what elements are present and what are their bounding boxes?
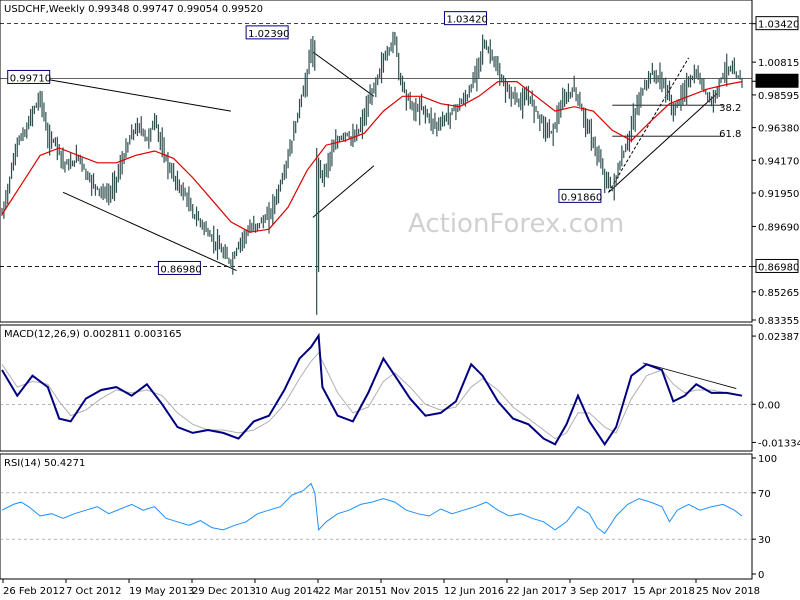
price-annotation-label: 0.91860	[561, 192, 602, 203]
x-tick-label: 3 Sep 2017	[570, 586, 627, 597]
macd-signal-line	[1, 351, 743, 440]
macd-tick-label: 0.023873	[758, 332, 800, 343]
projection-dashed-line	[608, 57, 690, 193]
price-annotation-label: 1.03420	[446, 15, 487, 26]
price-annotation-box	[443, 11, 487, 26]
x-tick-label: 7 Oct 2012	[66, 586, 121, 597]
x-tick-label: 25 Nov 2018	[696, 586, 760, 597]
price-annotation-box	[558, 188, 602, 203]
price-annotation-label: 0.86980	[160, 264, 201, 275]
annotations: 0.99710 1.02390 1.03420 0.86980 0.91860 38.2 6…	[7, 11, 741, 275]
price-annotation-label: 1.02390	[248, 29, 289, 40]
rsi-tick-label: 100	[758, 454, 777, 465]
series-layer	[1, 31, 743, 535]
price-annotation-label: 0.99710	[10, 73, 51, 84]
fib-label: 38.2	[719, 103, 741, 114]
x-tick-label: 29 Dec 2013	[192, 586, 256, 597]
price-tick-label: 0.86980	[758, 262, 799, 273]
price-annotation-box	[7, 69, 51, 84]
x-tick-label: 22 Mar 2015	[318, 586, 381, 597]
x-tick-label: 1 Nov 2015	[381, 586, 439, 597]
price-tick-box-bg	[755, 258, 799, 273]
macd-title: MACD(12,26,9) 0.002811 0.003165	[4, 329, 182, 340]
price-tick-label: 0.94170	[758, 156, 799, 167]
price-tick-box: 0.99520	[755, 73, 799, 88]
x-tick-label: 10 Aug 2014	[255, 586, 319, 597]
price-title: USDCHF,Weekly 0.99348 0.99747 0.99054 0.…	[4, 4, 263, 15]
price-annotation-box	[245, 25, 289, 40]
triangle-lower-line	[312, 165, 375, 218]
fib-label: 61.8	[719, 129, 741, 140]
price-tick-box: 1.03420	[755, 16, 799, 31]
rising-support-line	[608, 92, 718, 193]
price-tick-label: 0.91950	[758, 189, 799, 200]
price-tick-label: 1.03420	[758, 20, 799, 31]
x-tick-label: 26 Feb 2012	[3, 586, 65, 597]
price-tick-label: 0.99520	[758, 77, 799, 88]
price-tick-box-bg	[755, 16, 799, 31]
x-tick-label: 15 Apr 2018	[633, 586, 695, 597]
macd-line	[1, 332, 743, 447]
moving-average-line	[1, 81, 743, 233]
rsi-tick-label: 70	[758, 489, 771, 500]
axis-labels: 1.03420 1.00815 0.99520 0.98595 0.96380 0.941…	[2, 16, 800, 597]
price-annotation-box	[157, 260, 201, 275]
x-tick-label: 22 Jan 2017	[507, 586, 567, 597]
watermark: ActionForex.com	[408, 209, 624, 239]
price-tick-label: 0.98595	[758, 91, 799, 102]
macd-tick-label: -0.013346	[758, 438, 800, 449]
x-tick-label: 19 May 2013	[129, 586, 194, 597]
rsi-line	[1, 482, 743, 535]
price-tick-label: 0.89690	[758, 222, 799, 233]
rsi-tick-label: 30	[758, 535, 771, 546]
channel-lower-line	[62, 191, 237, 272]
price-tick-label: 0.85265	[758, 288, 799, 299]
macd-trendline	[642, 362, 737, 389]
price-tick-label: 0.96380	[758, 124, 799, 135]
price-tick-label: 1.00815	[758, 58, 799, 69]
price-panel	[0, 0, 753, 323]
rsi-tick-label: 0	[758, 570, 764, 581]
x-tick-label: 12 Jun 2016	[444, 586, 504, 597]
rsi-panel	[0, 453, 753, 580]
channel-upper-line	[43, 78, 231, 112]
price-tick-label: 0.83355	[758, 316, 799, 327]
macd-tick-label: 0.00	[758, 400, 780, 411]
macd-panel	[0, 324, 753, 452]
rsi-title: RSI(14) 50.4271	[4, 458, 85, 469]
price-tick-box: 0.86980	[755, 258, 799, 273]
price-tick-box-bg	[755, 73, 799, 88]
triangle-upper-line	[312, 51, 375, 97]
